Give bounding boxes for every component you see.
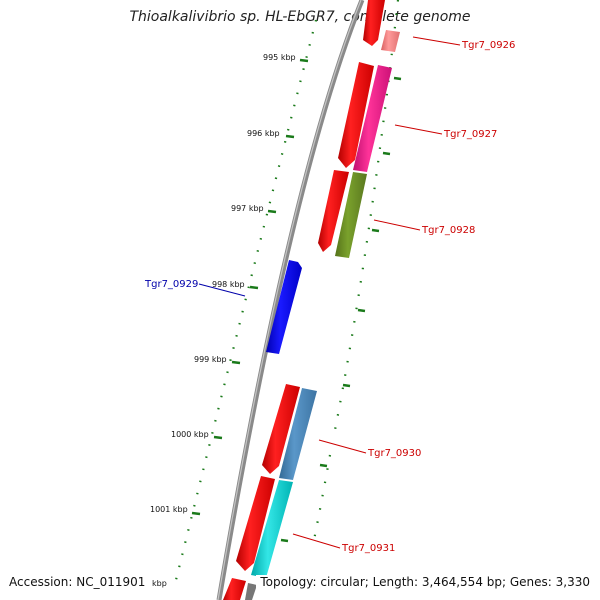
backbone-arc-highlight [217,0,362,600]
gene-label-0928[interactable]: Tgr7_0928 [421,225,475,236]
cog-block-0931[interactable] [251,480,293,578]
cds-gene-0931[interactable] [236,476,275,571]
gene-0929-arrow[interactable] [266,260,302,354]
inner-major-ticks [191,58,309,516]
cds-gene-0930[interactable] [262,384,300,474]
scale-label-1001: 1001 kbp [150,505,188,514]
cds-gene-0927[interactable] [338,62,374,168]
cog-block-0927[interactable] [353,65,392,172]
scale-label-995: 995 kbp [263,53,296,62]
map-title: Thioalkalivibrio sp. HL-EbGR7, complete … [129,9,471,25]
inner-scale-ring [174,19,318,581]
scale-label-997: 997 kbp [231,204,264,213]
genome-summary-text: Topology: circular; Length: 3,464,554 bp… [256,575,590,589]
cds-gene-bottom[interactable] [223,578,246,600]
backbone-arc [216,0,365,600]
scale-label-999: 999 kbp [194,355,227,364]
scale-label-1002: kbp [152,579,167,588]
cds-forward-strand [223,0,385,600]
cog-block-0926[interactable] [381,30,400,52]
cds-gene-top[interactable] [363,0,385,46]
scale-label-1000: 1000 kbp [171,430,209,439]
callout-lines [198,36,461,549]
gene-label-0931[interactable]: Tgr7_0931 [341,543,395,554]
outer-major-ticks [280,76,402,543]
gene-label-0930[interactable]: Tgr7_0930 [367,448,421,459]
gene-label-0927[interactable]: Tgr7_0927 [443,129,497,140]
outer-scale-ring-lower [312,454,332,541]
cog-ring [251,30,400,578]
cog-block-0930[interactable] [279,388,317,480]
accession-text: Accession: NC_011901 [9,575,146,589]
cds-gene-bottom-grey [245,583,257,600]
scale-label-996: 996 kbp [247,129,280,138]
gene-label-0929[interactable]: Tgr7_0929 [144,279,198,290]
cds-gene-0928[interactable] [318,170,349,252]
gene-label-0926[interactable]: Tgr7_0926 [461,40,515,51]
scale-label-998: 998 kbp [212,280,245,289]
cog-block-0928[interactable] [335,172,367,258]
